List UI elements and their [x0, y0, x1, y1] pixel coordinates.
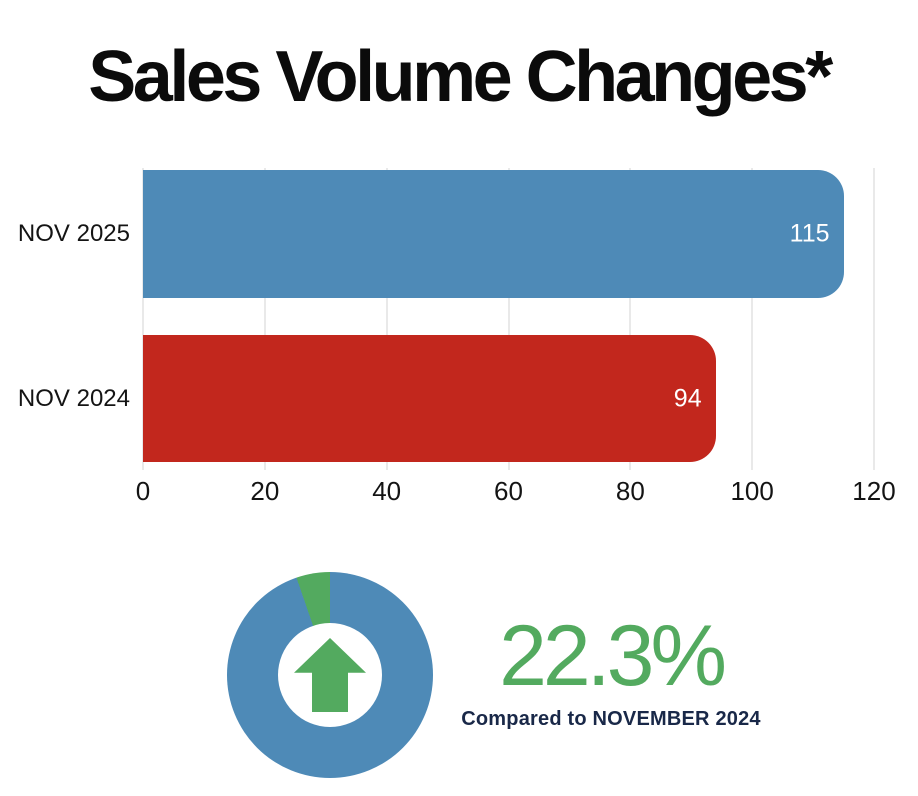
up-arrow-icon: [294, 638, 366, 712]
bar-value-nov-2024: 94: [673, 384, 702, 412]
bar-nov-2025: 115: [143, 170, 844, 298]
x-tick-label: 0: [135, 476, 151, 506]
category-label-nov-2025: NOV 2025: [17, 220, 130, 247]
donut-chart: [227, 572, 433, 778]
bar-nov-2024: 94: [143, 335, 716, 462]
gridline: [873, 168, 875, 470]
gridline: [142, 168, 144, 470]
x-tick-label: 40: [372, 476, 402, 506]
summary-stats: 22.3% Compared to NOVEMBER 2024: [451, 606, 771, 731]
page-title: Sales Volume Changes*: [88, 37, 833, 117]
x-tick-label: 60: [494, 476, 523, 506]
gridline: [263, 168, 266, 470]
gridlines: [142, 168, 875, 470]
gridline: [507, 168, 510, 470]
x-axis: 0 20 40 60 80 100 120: [136, 470, 896, 506]
gridline: [751, 168, 754, 470]
comparison-caption: Compared to NOVEMBER 2024: [461, 708, 761, 731]
x-tick-label: 120: [852, 476, 896, 506]
x-tick-label: 20: [250, 476, 280, 506]
gridline: [629, 168, 632, 470]
percent-change: 22.3%: [499, 608, 727, 704]
x-tick-label: 80: [615, 476, 645, 506]
bar-value-nov-2025: 115: [789, 219, 830, 248]
gridline: [385, 168, 388, 470]
bar-chart: NOV 2025 NOV 2024 115 94 0 20 40 60 80 100 120: [18, 168, 896, 506]
category-label-nov-2024: NOV 2024: [17, 385, 130, 412]
x-tick-label: 100: [730, 476, 774, 506]
donut-hole: [278, 623, 382, 727]
